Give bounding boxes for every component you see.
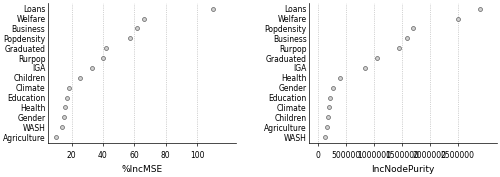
Point	[62, 106, 70, 109]
Point	[134, 27, 141, 30]
Point	[208, 7, 216, 10]
X-axis label: %IncMSE: %IncMSE	[122, 165, 162, 174]
Point	[52, 136, 60, 139]
Point	[362, 67, 370, 69]
Point	[326, 96, 334, 99]
Point	[476, 7, 484, 10]
Point	[454, 17, 462, 20]
Point	[126, 37, 134, 40]
Point	[102, 47, 110, 50]
Point	[404, 37, 411, 40]
Point	[409, 27, 417, 30]
Point	[325, 106, 333, 109]
Point	[58, 126, 66, 129]
Point	[140, 17, 147, 20]
Point	[60, 116, 68, 119]
Point	[99, 57, 107, 59]
Point	[76, 76, 84, 79]
Point	[321, 136, 329, 139]
Point	[63, 96, 71, 99]
Point	[64, 86, 72, 89]
Point	[372, 57, 380, 59]
Point	[336, 76, 344, 79]
Point	[395, 47, 403, 50]
Point	[330, 86, 338, 89]
Point	[324, 116, 332, 119]
Point	[88, 67, 96, 69]
Point	[322, 126, 330, 129]
X-axis label: IncNodePurity: IncNodePurity	[372, 165, 435, 174]
